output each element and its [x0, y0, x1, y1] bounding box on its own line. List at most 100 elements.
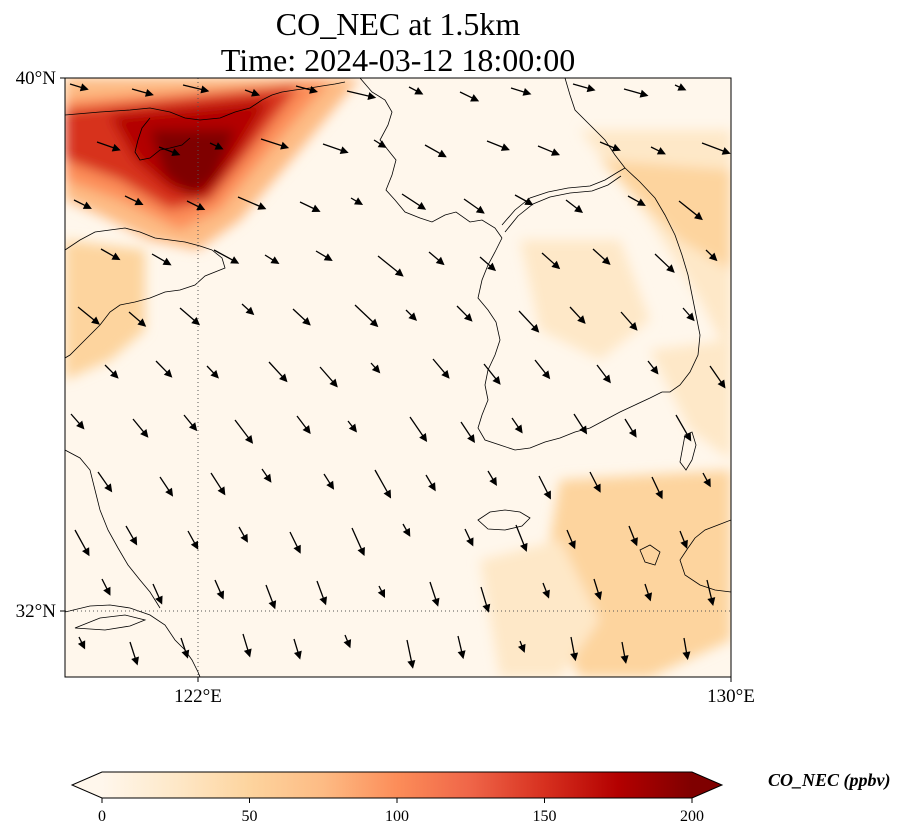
wind-vector-head — [620, 655, 629, 664]
wind-vector-head — [244, 434, 254, 444]
wind-vector-head — [500, 143, 510, 151]
wind-vector-head — [542, 370, 551, 380]
wind-vector-shaft — [100, 248, 117, 258]
wind-vector-shaft — [409, 416, 425, 438]
wind-vector-shaft — [374, 469, 389, 495]
wind-vector-head — [329, 378, 338, 388]
wind-vector-head — [650, 365, 659, 375]
wind-vector-head — [441, 369, 450, 379]
concentration-field — [65, 78, 731, 677]
lon-label-122: 122°E — [174, 686, 222, 707]
wind-vector-head — [293, 650, 302, 660]
map-title-line2: Time: 2024-03-12 18:00:00 — [220, 42, 576, 78]
border-dmz — [501, 167, 626, 226]
wind-vector-head — [171, 148, 181, 156]
wind-vector-head — [524, 197, 534, 206]
wind-vector-head — [162, 257, 172, 266]
field-contour — [600, 160, 731, 270]
colorbar-ticks: 0 50 100 150 200 — [98, 798, 704, 825]
wind-vector-head — [542, 589, 550, 599]
wind-vector-shaft — [510, 87, 527, 94]
coastline-china-east — [65, 449, 161, 609]
wind-vector-head — [519, 542, 528, 552]
wind-vector-head — [717, 379, 726, 389]
wind-vector-shaft — [125, 525, 136, 542]
wind-vector-head — [629, 321, 638, 331]
wind-vector-shaft — [97, 471, 110, 489]
wind-vector-head — [551, 260, 561, 270]
wind-vector-head — [188, 422, 198, 432]
wind-vector-shaft — [623, 88, 644, 95]
coastline-jeju — [477, 509, 531, 531]
wind-vector-shaft — [515, 524, 526, 548]
coastlines — [65, 78, 731, 677]
wind-vector-shaft — [406, 639, 413, 664]
wind-vector-head — [435, 256, 445, 266]
wind-vector-shaft — [706, 579, 713, 601]
wind-vector-shaft — [592, 248, 607, 262]
wind-vector-head — [245, 306, 255, 316]
wind-vector-shaft — [401, 193, 422, 208]
wind-vector-head — [163, 369, 173, 378]
colorbar-tick-label: 0 — [98, 808, 106, 825]
wind-vector-shaft — [565, 199, 580, 211]
wind-vector-shaft — [293, 638, 300, 655]
wind-vector-head — [628, 428, 637, 438]
colorbar-label: CO_NEC (ppbv) — [768, 770, 891, 790]
wind-vector-head — [191, 316, 201, 326]
wind-vector-head — [129, 536, 138, 546]
wind-vector-head — [137, 318, 147, 327]
wind-vector-head — [721, 147, 731, 155]
wind-vector-head — [323, 253, 333, 261]
wind-vector-shaft — [237, 196, 262, 208]
wind-vector-shaft — [129, 641, 137, 661]
wind-vector-head — [457, 650, 466, 660]
gridlines — [65, 78, 731, 677]
wind-vector-shaft — [152, 583, 161, 600]
wind-vector-head — [348, 423, 357, 433]
wind-vector-shaft — [589, 471, 599, 489]
wind-vector-shaft — [346, 90, 372, 98]
wind-vector-shaft — [295, 85, 313, 92]
wind-vector-head — [636, 198, 646, 206]
wind-vector-shaft — [654, 253, 672, 270]
wind-vector-shaft — [457, 635, 463, 654]
wind-vector-head — [482, 603, 491, 613]
wind-vector-head — [319, 596, 328, 606]
wind-vector-shaft — [429, 581, 438, 602]
colorbar-body — [102, 772, 692, 798]
wind-vector-head — [76, 420, 85, 430]
wind-vector-shaft — [628, 525, 636, 542]
colorbar-tick-label: 150 — [533, 808, 557, 825]
wind-vector-head — [466, 537, 474, 547]
wind-vector-head — [680, 539, 688, 549]
wind-vector-head — [656, 147, 666, 155]
wind-vector-head — [570, 652, 579, 662]
wind-vector-head — [419, 432, 428, 442]
wind-vector-head — [394, 268, 404, 277]
wind-vector-head — [402, 527, 411, 537]
wind-vector-head — [181, 649, 190, 659]
wind-vector-shaft — [316, 580, 325, 601]
wind-vector-head — [703, 478, 711, 488]
map-frame — [64, 77, 732, 678]
wind-vector-head — [165, 487, 174, 497]
wind-vector-shaft — [213, 249, 235, 262]
wind-vector-head — [655, 490, 663, 500]
wind-vector-shaft — [132, 418, 146, 434]
wind-vector-shaft — [354, 304, 375, 324]
wind-vector-head — [611, 143, 621, 152]
wind-vector-head — [82, 201, 92, 209]
wind-vector-head — [293, 544, 301, 554]
wind-vector-head — [492, 375, 501, 385]
wind-vector-head — [111, 143, 121, 152]
wind-vector-shaft — [260, 138, 285, 148]
wind-vector-shaft — [151, 253, 168, 264]
wind-vector-shaft — [709, 365, 723, 385]
wind-vector-shaft — [683, 637, 688, 655]
wind-vector-head — [408, 312, 417, 321]
wind-vector-head — [104, 483, 113, 493]
coastline-korea-east — [624, 167, 701, 393]
wind-vector-head — [417, 201, 427, 210]
coastline-shandong-east — [65, 249, 226, 359]
